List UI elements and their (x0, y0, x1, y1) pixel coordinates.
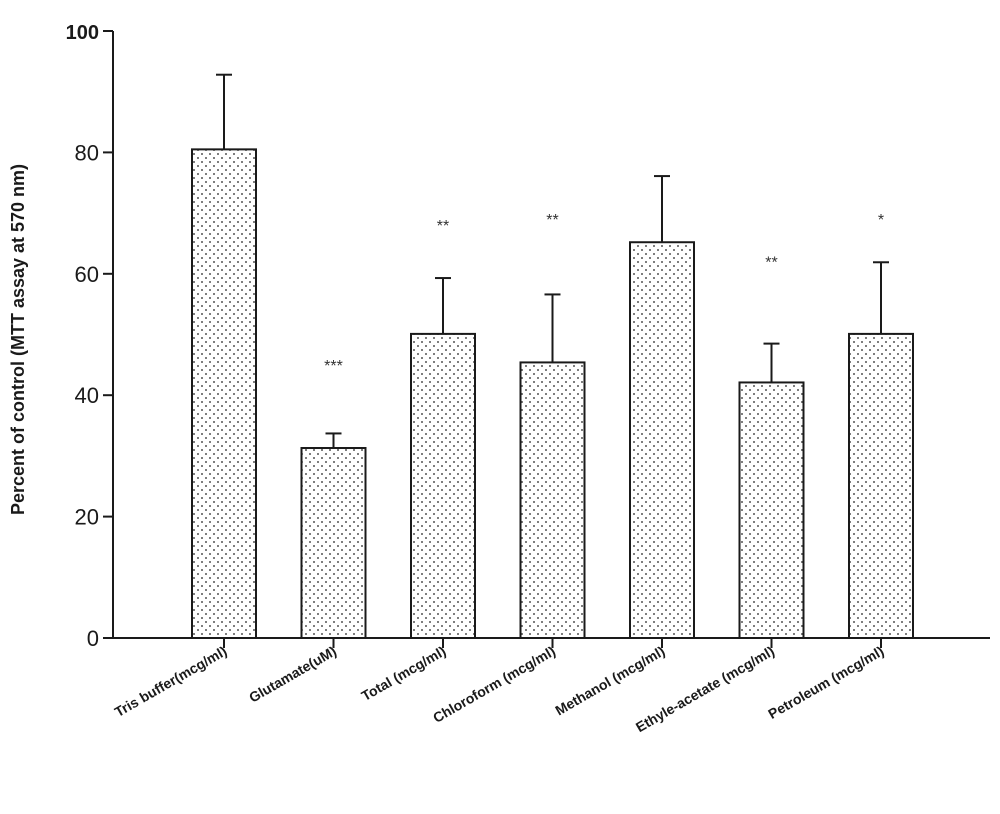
y-tick-label: 40 (75, 383, 99, 408)
x-tick-label: Tris buffer(mcg/ml) (112, 643, 230, 720)
bar-7 (848, 332, 914, 639)
y-tick-label: 20 (75, 505, 99, 530)
y-tick-label: 100 (66, 22, 99, 44)
x-axis: Tris buffer(mcg/ml) Glutamate(uM) Total (m… (112, 637, 990, 735)
bar-4 (519, 361, 586, 639)
bar-3 (410, 332, 476, 639)
x-tick-label: Petroleum (mcg/ml) (765, 643, 886, 722)
bar-5 (629, 241, 695, 639)
y-tick-label: 60 (75, 262, 99, 287)
significance-marker: ** (765, 255, 777, 272)
bar-6 (738, 381, 805, 639)
x-tick-label: Total (mcg/ml) (359, 643, 449, 704)
y-tick-label: 80 (75, 140, 99, 165)
y-axis: 0 20 40 60 80 100 (66, 22, 114, 651)
significance-marker: * (878, 212, 884, 229)
y-axis-label: Percent of control (MTT assay at 570 nm) (8, 164, 28, 515)
significance-marker: ** (437, 218, 449, 235)
bar-2 (300, 447, 367, 639)
x-tick-label: Glutamate(uM) (246, 643, 339, 706)
significance-marker: ** (546, 212, 558, 229)
x-tick-label: Methanol (mcg/ml) (552, 643, 667, 719)
significance-marker: *** (324, 358, 343, 375)
bars: ***** ***** (191, 73, 914, 640)
x-tick-label: Chloroform (mcg/ml) (430, 643, 558, 726)
y-tick-label: 0 (87, 626, 99, 651)
bar-1 (191, 148, 257, 640)
